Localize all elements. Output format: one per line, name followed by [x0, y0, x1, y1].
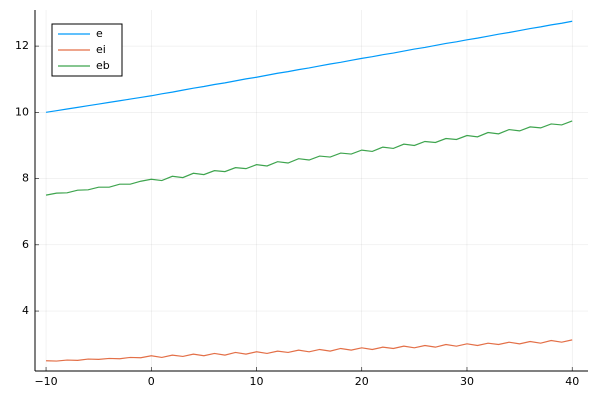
y-tick-label: 6: [22, 238, 29, 251]
x-tick-label: 0: [148, 375, 155, 388]
series-line: [45, 20, 573, 113]
y-tick-label: 12: [15, 39, 29, 52]
series-line: [46, 339, 573, 362]
x-tick-label: 10: [250, 375, 264, 388]
y-tick-label: 10: [15, 105, 29, 118]
x-tick-label: 40: [565, 375, 579, 388]
y-tick-label: 4: [22, 304, 29, 317]
series-line: [45, 120, 573, 196]
legend-label: ei: [96, 43, 106, 56]
x-tick-label: −10: [34, 375, 57, 388]
x-tick-label: 20: [355, 375, 369, 388]
legend-label: eb: [96, 59, 110, 72]
y-tick-label: 8: [22, 172, 29, 185]
x-tick-label: 30: [460, 375, 474, 388]
legend-label: e: [96, 27, 103, 40]
